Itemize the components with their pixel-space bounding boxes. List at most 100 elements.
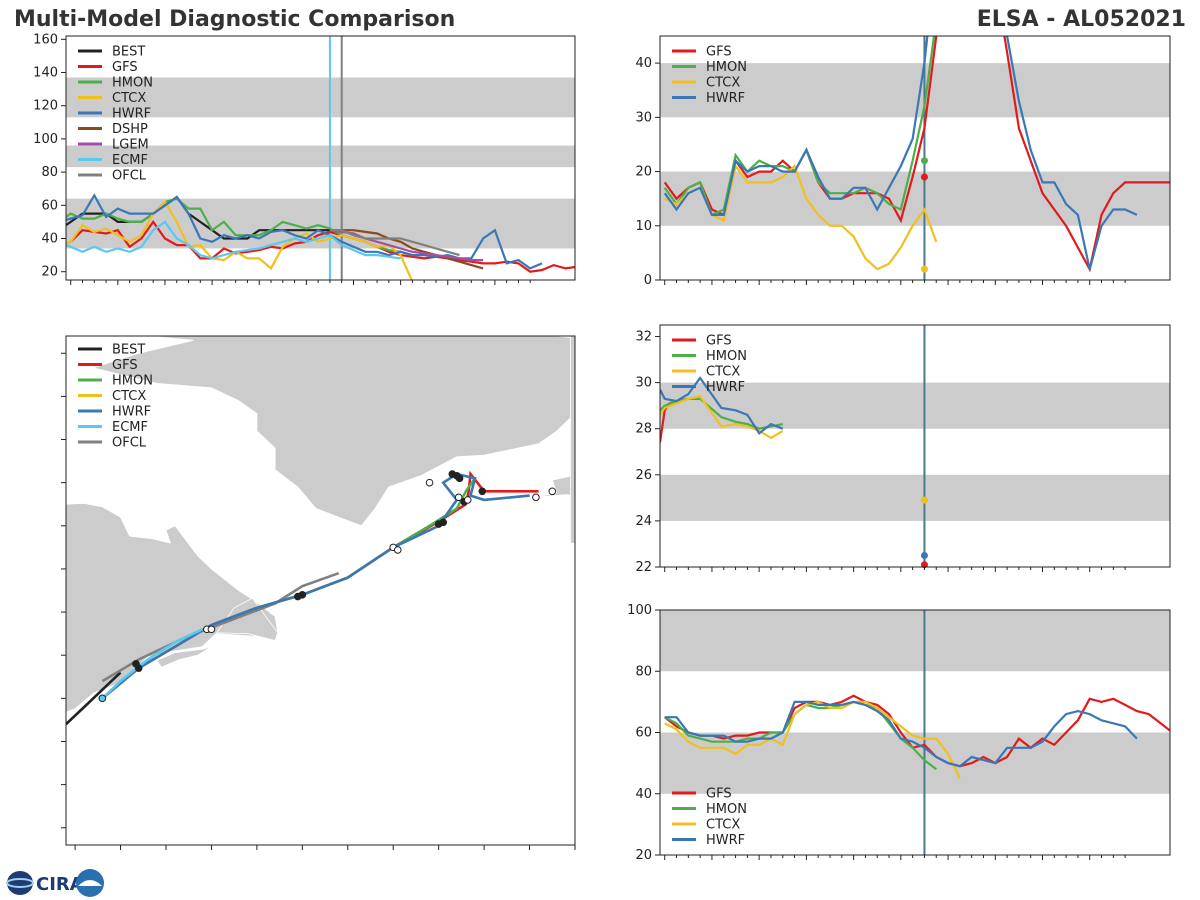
analysis-dot-hmon	[920, 157, 928, 165]
legend-label: CTCX	[112, 91, 146, 106]
newfoundland-landmass	[216, 597, 279, 641]
analysis-dot-ctcx	[920, 496, 928, 504]
legend-label: HMON	[706, 802, 747, 817]
europe-edge-landmass	[570, 336, 575, 545]
y-tick-label: 40	[635, 787, 652, 802]
intensity-panel: 20 40 60 80 100 120 140 160 BESTGFSHMONCTCXHWRFD…	[33, 32, 576, 285]
track-position-marker	[393, 546, 402, 554]
cira-logo: CIRA	[6, 869, 104, 897]
y-tick-label: 26	[635, 468, 652, 483]
noaa-wave-icon	[78, 880, 102, 886]
legend-label: GFS	[706, 334, 732, 349]
legend-label: HMON	[112, 76, 153, 91]
track-position-marker	[425, 478, 434, 487]
legend-label: HMON	[112, 374, 153, 389]
y-tick-label: 22	[635, 560, 652, 575]
track-position-marker	[548, 487, 557, 496]
track-position-marker	[132, 660, 140, 668]
track-position-marker	[98, 694, 107, 703]
y-tick-label: 30	[635, 110, 652, 125]
track-line-best	[66, 671, 122, 726]
shaded-band	[660, 63, 1170, 118]
series-line-hwrf	[664, 700, 1138, 768]
legend-label: GFS	[706, 787, 732, 802]
greenland-landmass	[91, 336, 575, 527]
track-line-ecmf	[101, 628, 203, 700]
track-position-marker	[478, 487, 487, 496]
legend-label: OFCL	[112, 436, 147, 451]
shaded-band	[66, 77, 575, 118]
iceland-landmass	[534, 474, 575, 498]
y-tick-label: 100	[627, 603, 652, 618]
series-line-gfs	[66, 220, 575, 273]
logo-text: CIRA	[36, 874, 84, 895]
land-layer	[66, 336, 575, 713]
track-line-hwrf	[101, 472, 530, 700]
legend-label: CTCX	[706, 365, 740, 380]
shaded-band	[66, 145, 575, 168]
track-position-marker	[298, 591, 307, 599]
analysis-dot-ctcx	[920, 265, 928, 273]
y-tick-label: 20	[635, 848, 652, 863]
track-position-marker	[439, 518, 448, 527]
track-line-ofcl	[101, 571, 340, 683]
legend-label: CTCX	[706, 818, 740, 833]
y-tick-label: 120	[33, 99, 58, 114]
y-tick-label: 24	[635, 514, 652, 529]
shaded-band	[660, 610, 1170, 672]
y-tick-label: 40	[635, 56, 652, 71]
plot-frame	[65, 335, 576, 846]
legend-label: HWRF	[706, 833, 745, 848]
legend-label: CTCX	[112, 389, 146, 404]
globe-icon	[7, 871, 33, 895]
series-line-lgem	[329, 229, 484, 262]
series-line-gfs	[664, 694, 1170, 768]
orbit-ring	[6, 878, 34, 888]
series-line-gfs	[663, 36, 1170, 273]
legend-label: BEST	[112, 343, 145, 358]
nova-scotia-landmass	[156, 646, 212, 668]
legend-label: HWRF	[706, 380, 745, 395]
y-tick-label: 140	[33, 66, 58, 81]
plot-frame	[659, 35, 1171, 281]
shaded-band	[660, 171, 1170, 226]
shaded-band	[660, 474, 1170, 521]
y-tick-label: 20	[41, 265, 58, 280]
plot-frame	[659, 324, 1171, 568]
legend-label: BEST	[112, 45, 145, 60]
legend-label: HWRF	[112, 107, 151, 122]
series-line-hwrf	[663, 36, 1138, 270]
legend-label: HMON	[706, 349, 747, 364]
series-line-ctcx	[660, 395, 784, 440]
y-tick-label: 32	[635, 330, 652, 345]
shaded-band	[660, 382, 1170, 429]
series-line-hmon	[660, 397, 784, 430]
track-position-marker	[454, 493, 463, 502]
y-tick-label: 10	[635, 219, 652, 234]
y-tick-label: 20	[635, 165, 652, 180]
series-line-ecmf	[66, 220, 401, 260]
legend-label: HWRF	[112, 405, 151, 420]
legend-label: LGEM	[112, 138, 149, 153]
y-tick-label: 100	[33, 132, 58, 147]
series-line-hwrf	[660, 376, 784, 435]
legend-label: GFS	[112, 60, 138, 75]
legend-label: CTCX	[706, 76, 740, 91]
legend-label: DSHP	[112, 122, 148, 137]
figure-title: Multi-Model Diagnostic Comparison	[14, 7, 455, 32]
legend-label: HMON	[706, 60, 747, 75]
track-position-marker	[532, 493, 540, 502]
legend-label: ECMF	[112, 420, 148, 435]
track-position-marker	[455, 474, 464, 483]
y-tick-label: 28	[635, 422, 652, 437]
legend-label: GFS	[706, 45, 732, 60]
legend-label: GFS	[112, 358, 138, 373]
analysis-dot-hwrf	[920, 551, 928, 559]
series-line-dshp	[329, 229, 484, 270]
y-tick-label: 60	[635, 726, 652, 741]
y-tick-label: 0	[644, 273, 652, 288]
